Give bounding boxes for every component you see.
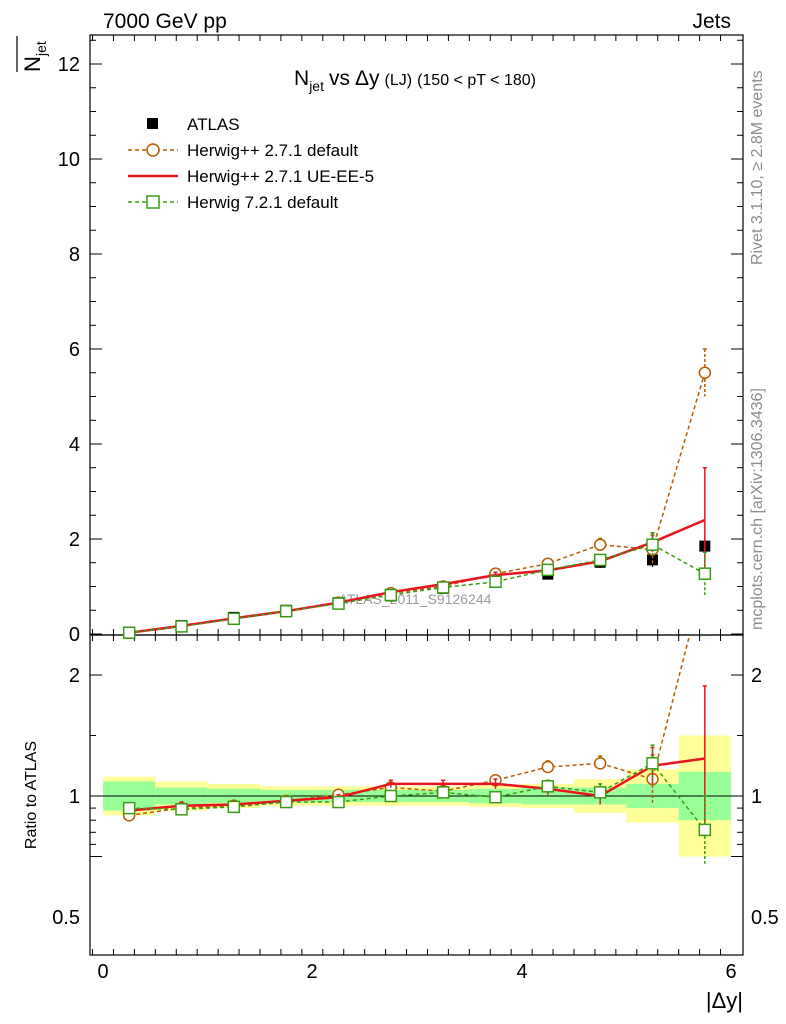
ratio-tick-label-left: 1 [69,786,80,808]
main-herwig7-default-marker [175,620,188,633]
side-label-mcplots: mcplots.cern.ch [arXiv:1306.3436] [749,388,766,630]
x-tick-labels: 0 2 4 6 [97,961,736,983]
ratio-herwigpp-default-marker [541,760,555,774]
main-herwig7-default-line [129,543,706,634]
title-lj: (LJ) [385,72,413,89]
ratio-herwigpp-default-marker [593,757,607,770]
y-tick-label: 0 [69,624,80,646]
ratio-plot-data [122,636,712,864]
ratio-herwig7-default-marker [122,801,136,815]
chart-title: Njet vs Δy (LJ) (150 < pT < 180) [294,67,536,94]
axis-ticks [90,35,743,955]
ratio-herwig7-default-line [129,762,706,831]
ratio-panel-frame [89,634,744,956]
y-axis-label-sub: jet [33,41,49,57]
ratio-herwig7-default-marker [698,823,712,837]
title-y: y [369,67,380,90]
x-tick-label: 2 [306,961,317,983]
ratio-tick-label-left: 2 [69,665,80,687]
ratio-herwig7-default-marker [541,780,555,793]
legend-label-herwig7-default: Herwig 7.2.1 default [187,193,338,212]
y-tick-label: 12 [58,54,80,76]
y-axis-label-n: N [20,56,45,72]
main-herwigpp-default-marker [698,366,712,379]
main-herwig7-default-marker [593,553,607,567]
ratio-tick-labels: 0.5 1 2 0.5 1 2 [52,665,779,929]
y-tick-label: 6 [69,339,80,361]
side-label-rivet: Rivet 3.1.10, ≥ 2.8M events [749,70,766,265]
title-delta: Δ [355,67,369,90]
ratio-herwig7-default-marker [175,803,188,816]
legend-marker-herwigpp-default [146,143,160,157]
main-herwig7-default-marker [227,612,241,626]
ratio-tick-label-right: 1 [751,786,762,808]
y-tick-labels: 0 2 4 6 8 10 12 [58,54,80,646]
x-tick-label: 6 [725,961,736,983]
legend-label-herwigpp-default: Herwig++ 2.7.1 default [187,141,358,160]
legend-label-atlas: ATLAS [187,115,240,134]
y-tick-label: 4 [69,434,80,456]
ratio-herwig7-default-marker [489,790,502,804]
main-herwig7-default-marker [332,597,345,610]
title-n-sub: jet [308,78,324,94]
legend: ATLAS Herwig++ 2.7.1 default Herwig++ 2.… [128,115,374,212]
main-herwig7-default-marker [384,588,398,602]
legend-marker-atlas [147,118,158,129]
ratio-herwig7-default-marker [646,757,659,770]
ratio-tick-label-right: 2 [751,665,762,687]
main-herwig7-default-marker [489,575,502,588]
main-herwig7-default-marker [698,567,712,580]
ratio-axis-label: Ratio to ATLAS [23,741,40,849]
x-tick-label: 0 [97,961,108,983]
legend-label-herwigpp-ueee5: Herwig++ 2.7.1 UE-EE-5 [187,167,374,186]
main-plot-data [122,348,712,640]
legend-marker-herwig7-default [146,195,160,209]
title-range: (150 < pT < 180) [417,72,536,89]
y-axis-label: N jet [20,41,49,72]
ratio-herwigpp-default-line [129,636,691,817]
title-vs: vs [329,67,350,90]
ratio-tick-label-right: 0.5 [751,907,779,929]
ratio-tick-label-left: 0.5 [52,907,80,929]
title-n: N [294,67,309,90]
x-axis-label: |Δy| [706,988,743,1013]
y-tick-label: 8 [69,244,80,266]
y-tick-label: 2 [69,529,80,551]
ratio-herwig7-default-marker [332,795,345,809]
ratio-herwig7-default-marker [436,786,450,799]
atlas-point [647,554,658,566]
x-tick-label: 4 [516,961,527,983]
main-herwig7-default-marker [646,538,659,551]
main-herwig7-default-marker [436,581,450,594]
main-herwig7-default-marker [541,563,555,577]
main-herwigpp-default-marker [593,538,607,551]
ratio-herwigpp-ueee5-line [129,757,705,812]
ratio-herwig7-default-marker [227,800,241,814]
ratio-herwig7-default-marker [279,795,293,809]
header-left: 7000 GeV pp [103,10,227,33]
header-right: Jets [692,10,731,33]
main-herwig7-default-marker [122,626,136,639]
y-tick-label: 10 [58,149,80,171]
main-herwigpp-ueee5-line [129,518,706,635]
ratio-herwig7-default-marker [593,786,607,799]
main-herwig7-default-marker [279,604,293,618]
ratio-herwig7-default-marker [384,789,398,803]
